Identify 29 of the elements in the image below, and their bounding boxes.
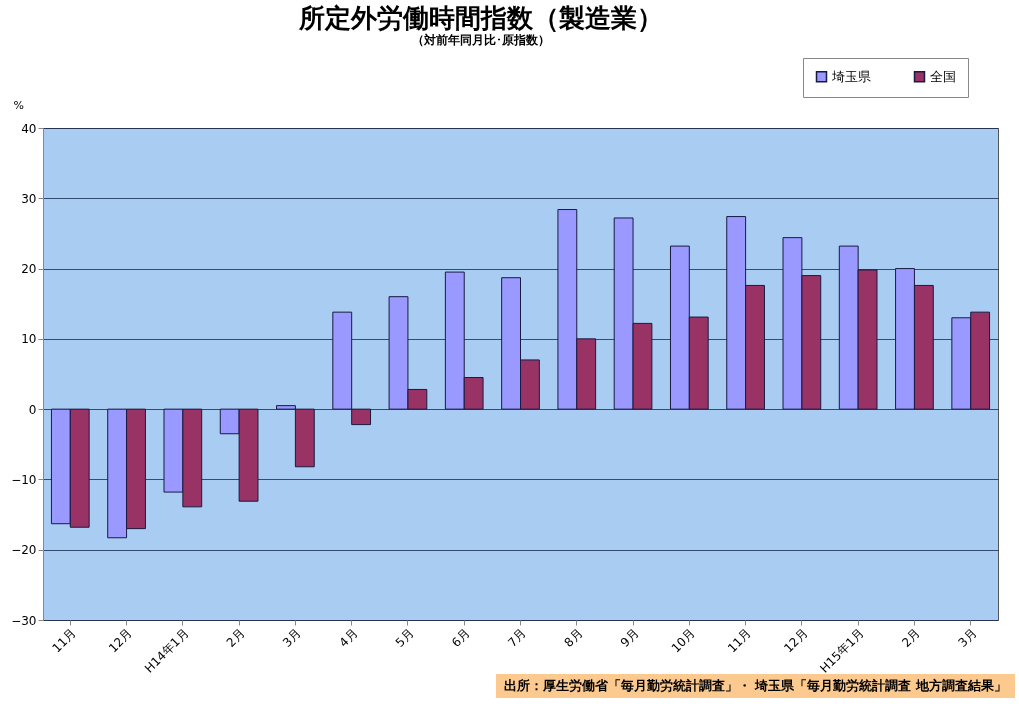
y-tick-label: 40 (21, 121, 37, 136)
x-tick-label: 7月 (505, 626, 529, 650)
y-tick-label: 10 (21, 332, 37, 347)
y-tick-label: −30 (11, 613, 37, 628)
x-tick-label: 11月 (49, 626, 79, 656)
x-tick-label: 8月 (561, 626, 586, 650)
x-tick-label: 12月 (105, 626, 136, 656)
y-tick-label: 20 (21, 262, 37, 277)
legend-label: 全国 (930, 68, 956, 84)
text: 出所：厚生労働省「毎月勤労統計調査」・ 埼玉県「毎月勤労統計調査 地方調査結果」 (495, 674, 1015, 698)
x-tick-label: 2月 (223, 626, 248, 650)
x-tick-label: 5月 (392, 626, 417, 650)
y-tick-label: −20 (11, 543, 37, 558)
x-tick-label: 11月 (724, 626, 755, 656)
y-tick-label: 30 (21, 191, 37, 206)
chart-title: 所定外労働時間指数（製造業） (297, 2, 663, 33)
x-tick-label: 9月 (617, 626, 642, 650)
x-tick-label: 3月 (280, 626, 304, 650)
y-tick-label: −10 (11, 472, 37, 487)
x-tick-label: 2月 (899, 626, 923, 650)
x-tick-label: 10月 (668, 626, 698, 656)
x-tick-label: 3月 (955, 626, 980, 650)
y-tick-label: 0 (28, 402, 37, 417)
x-tick-label: 6月 (448, 626, 473, 650)
chart-subtitle: （対前年同月比･原指数） (411, 32, 550, 47)
y-axis-title: % (13, 98, 24, 112)
legend-label: 埼玉県 (831, 68, 871, 84)
x-tick-label: 12月 (781, 626, 811, 656)
x-tick-label: 4月 (336, 626, 361, 650)
